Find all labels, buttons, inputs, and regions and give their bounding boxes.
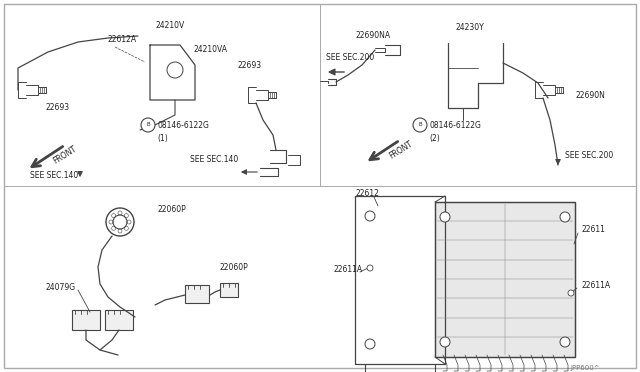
Text: 22611A: 22611A bbox=[582, 280, 611, 289]
Text: 22693: 22693 bbox=[238, 61, 262, 70]
Circle shape bbox=[106, 208, 134, 236]
Text: 22611A: 22611A bbox=[334, 266, 363, 275]
Text: SEE SEC.200: SEE SEC.200 bbox=[326, 54, 374, 62]
Text: JPP600^: JPP600^ bbox=[570, 365, 600, 371]
Text: 22612: 22612 bbox=[356, 189, 380, 199]
Text: B: B bbox=[418, 122, 422, 128]
Text: 08146-6122G: 08146-6122G bbox=[429, 121, 481, 129]
Circle shape bbox=[141, 118, 155, 132]
Bar bbox=[185, 285, 209, 303]
Circle shape bbox=[167, 62, 183, 78]
Text: 22690NA: 22690NA bbox=[355, 31, 390, 39]
Text: 24079G: 24079G bbox=[45, 283, 75, 292]
Text: FRONT: FRONT bbox=[52, 144, 79, 166]
Text: SEE SEC.140: SEE SEC.140 bbox=[190, 155, 238, 164]
Text: 24210VA: 24210VA bbox=[193, 45, 227, 55]
Bar bbox=[220, 283, 238, 297]
Text: 22611: 22611 bbox=[582, 225, 606, 234]
Text: B: B bbox=[146, 122, 150, 128]
Circle shape bbox=[413, 118, 427, 132]
Circle shape bbox=[560, 337, 570, 347]
Text: 22060P: 22060P bbox=[220, 263, 249, 272]
Text: 22693: 22693 bbox=[45, 103, 69, 112]
Text: 22060P: 22060P bbox=[158, 205, 187, 215]
Circle shape bbox=[560, 212, 570, 222]
Text: SEE SEC.200: SEE SEC.200 bbox=[565, 151, 613, 160]
Circle shape bbox=[568, 290, 574, 296]
Text: SEE SEC.140: SEE SEC.140 bbox=[30, 171, 78, 180]
Bar bbox=[72, 310, 100, 330]
Text: 22690N: 22690N bbox=[575, 90, 605, 99]
Circle shape bbox=[367, 265, 373, 271]
Text: 24230Y: 24230Y bbox=[455, 23, 484, 32]
Bar bbox=[105, 310, 133, 330]
Text: 08146-6122G: 08146-6122G bbox=[157, 121, 209, 129]
Circle shape bbox=[365, 211, 375, 221]
Circle shape bbox=[113, 215, 127, 229]
Circle shape bbox=[365, 339, 375, 349]
Circle shape bbox=[440, 212, 450, 222]
Circle shape bbox=[440, 337, 450, 347]
Text: FRONT: FRONT bbox=[388, 139, 415, 161]
Text: 22612A: 22612A bbox=[108, 35, 137, 45]
Text: (1): (1) bbox=[157, 134, 168, 142]
Text: (2): (2) bbox=[429, 134, 440, 142]
Bar bbox=[435, 202, 575, 357]
Text: 24210V: 24210V bbox=[155, 20, 184, 29]
